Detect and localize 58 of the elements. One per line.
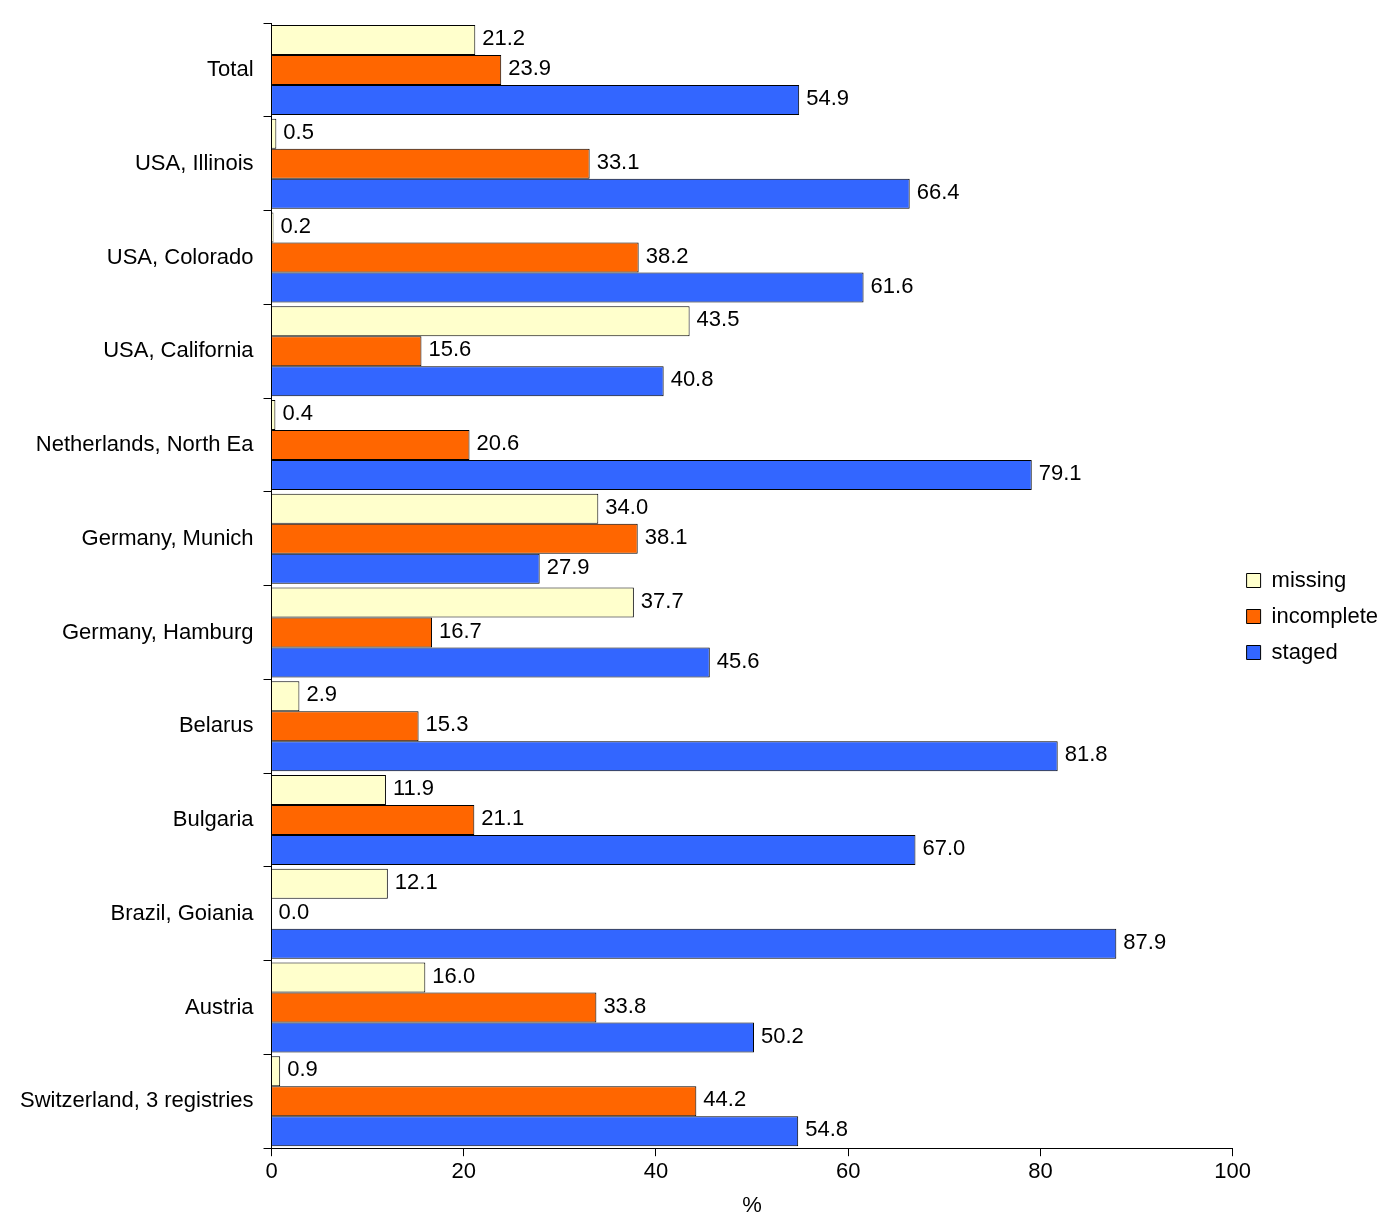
data-label: 67.0 <box>922 835 966 861</box>
data-label: 21.2 <box>482 25 526 51</box>
data-label: 0.0 <box>278 898 310 924</box>
data-label: 15.3 <box>425 711 469 737</box>
data-label: 16.7 <box>439 617 482 643</box>
data-label: 66.4 <box>916 178 960 204</box>
data-label: 61.6 <box>870 272 914 298</box>
data-label: 34.0 <box>605 493 649 519</box>
y-tick-label: Total <box>207 56 254 82</box>
data-label: 15.6 <box>428 336 472 362</box>
data-label: 87.9 <box>1123 928 1167 954</box>
y-tick-label: Austria <box>185 993 255 1019</box>
data-label: 54.9 <box>806 85 849 111</box>
data-label: 45.6 <box>716 647 760 673</box>
x-tick-label: 0 <box>265 1158 278 1184</box>
data-label: 0.4 <box>282 400 313 426</box>
y-tick-label: Belarus <box>178 712 254 738</box>
x-tick-label: 60 <box>835 1158 861 1184</box>
x-tick-label: 80 <box>1028 1158 1053 1184</box>
y-tick-label: Germany, Munich <box>81 524 254 550</box>
y-tick-label: USA, Colorado <box>106 243 254 269</box>
data-label: 2.9 <box>306 681 337 707</box>
data-label: 33.8 <box>603 992 647 1018</box>
x-tick-label: 40 <box>643 1158 669 1184</box>
data-label: 11.9 <box>392 775 435 801</box>
data-label: 0.9 <box>287 1056 318 1082</box>
data-label: 12.1 <box>394 868 438 894</box>
data-label: 33.1 <box>596 148 640 174</box>
y-tick-label: Brazil, Goiania <box>110 899 255 925</box>
x-tick-label: 100 <box>1214 1158 1251 1184</box>
y-tick-label: USA, California <box>103 337 255 363</box>
x-axis-title: % <box>742 1191 762 1217</box>
data-label: 38.1 <box>644 523 688 549</box>
data-label: 81.8 <box>1064 741 1108 767</box>
data-label: 37.7 <box>640 587 684 613</box>
data-label: 54.8 <box>805 1116 849 1142</box>
data-label: 27.9 <box>546 553 590 579</box>
y-tick-label: Bulgaria <box>172 806 255 832</box>
data-label: 0.2 <box>280 212 312 238</box>
data-label: 79.1 <box>1038 460 1082 486</box>
data-label: 38.2 <box>645 242 689 268</box>
legend-label: incomplete <box>1271 602 1378 628</box>
y-tick-label: USA, Illinois <box>134 149 254 175</box>
data-label: 0.5 <box>283 118 314 144</box>
data-label: 40.8 <box>670 366 714 392</box>
y-tick-label: Germany, Hamburg <box>61 618 254 644</box>
data-label: 20.6 <box>476 430 520 456</box>
data-label: 23.9 <box>508 55 552 81</box>
data-label: 44.2 <box>703 1086 747 1112</box>
x-tick-label: 20 <box>451 1158 476 1184</box>
data-label: 16.0 <box>432 962 476 988</box>
y-tick-label: Switzerland, 3 registries <box>19 1087 254 1113</box>
y-tick-label: Netherlands, North Ea <box>35 431 255 457</box>
legend-label: missing <box>1271 566 1347 592</box>
legend-label: staged <box>1271 638 1338 664</box>
data-label: 21.1 <box>481 805 525 831</box>
data-label: 50.2 <box>760 1022 804 1048</box>
data-label: 43.5 <box>696 306 740 332</box>
